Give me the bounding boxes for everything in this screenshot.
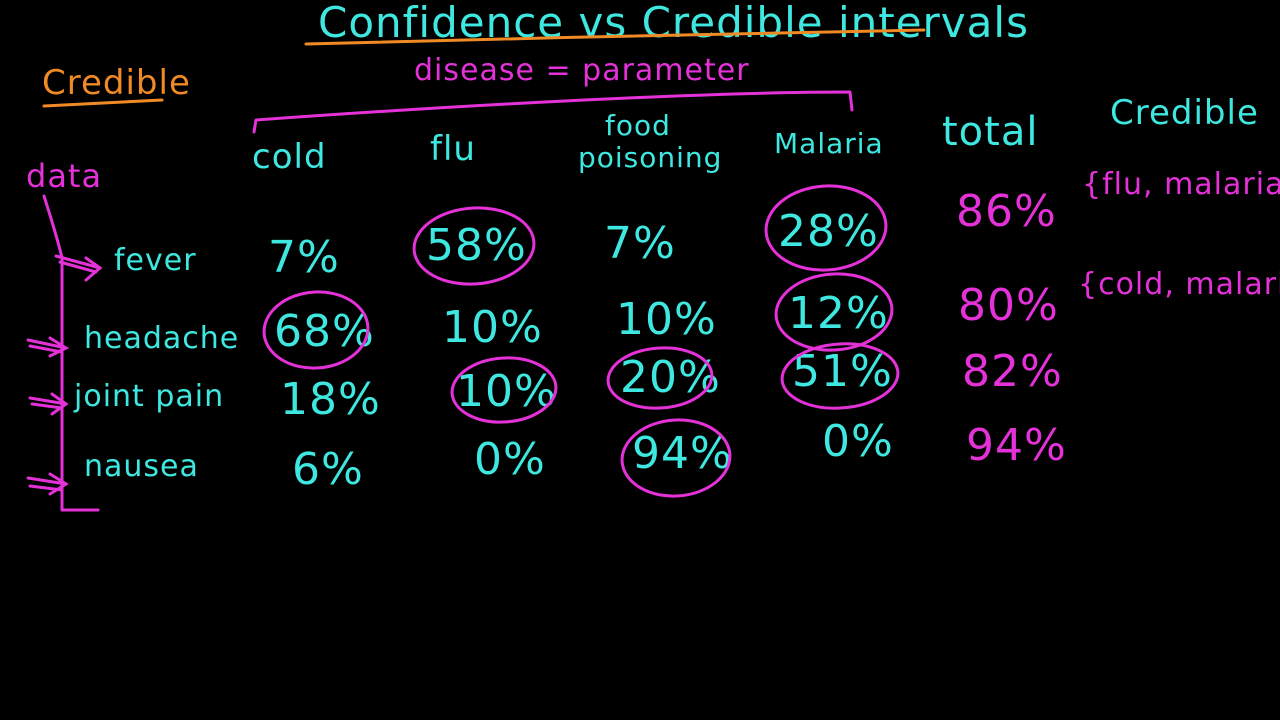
value-cell: 0% bbox=[822, 416, 894, 467]
side-label-underline bbox=[42, 98, 164, 108]
symptom-label: headache bbox=[84, 321, 240, 356]
value-cell: 7% bbox=[604, 218, 676, 269]
total-header: total bbox=[942, 109, 1039, 155]
value-cell: 7% bbox=[268, 232, 340, 283]
value-cell: 18% bbox=[280, 374, 381, 425]
arrow-joint-pain bbox=[28, 392, 69, 416]
highlight-circle bbox=[606, 346, 714, 410]
arrow-nausea bbox=[26, 472, 69, 496]
value-cell: 0% bbox=[474, 434, 546, 485]
data-bracket bbox=[42, 194, 100, 512]
credible-set: {cold, malaria} bbox=[1078, 267, 1280, 302]
arrow-fever bbox=[54, 254, 103, 282]
credible-set: {flu, malaria} bbox=[1082, 167, 1280, 202]
symptom-label: joint pain bbox=[74, 379, 225, 414]
symptom-label: fever bbox=[114, 243, 197, 278]
column-header-food-poisoning: food poisoning bbox=[578, 109, 723, 175]
highlight-circle bbox=[450, 356, 558, 424]
value-cell: 12% bbox=[788, 288, 889, 339]
total-cell: 86% bbox=[956, 186, 1057, 237]
side-label: Credible bbox=[42, 63, 191, 103]
highlight-circle bbox=[620, 418, 732, 498]
value-cell: 6% bbox=[292, 444, 364, 495]
highlight-circle bbox=[412, 206, 536, 286]
highlight-circle bbox=[780, 342, 900, 410]
subtitle: disease = parameter bbox=[414, 53, 750, 88]
highlight-circle bbox=[764, 184, 888, 272]
arrow-headache bbox=[26, 336, 70, 358]
total-cell: 94% bbox=[966, 420, 1067, 471]
total-cell: 80% bbox=[958, 280, 1059, 331]
column-header-cold: cold bbox=[252, 137, 327, 177]
symptom-label: nausea bbox=[84, 449, 199, 484]
highlight-circle bbox=[262, 290, 370, 370]
value-cell: 10% bbox=[456, 366, 557, 417]
value-cell: 58% bbox=[426, 220, 527, 271]
value-cell: 28% bbox=[778, 206, 879, 257]
value-cell: 68% bbox=[274, 306, 375, 357]
total-cell: 82% bbox=[962, 346, 1063, 397]
header-bracket bbox=[252, 90, 854, 134]
data-label: data bbox=[26, 157, 103, 195]
value-cell: 10% bbox=[616, 294, 717, 345]
column-header-flu: flu bbox=[430, 129, 476, 169]
value-cell: 51% bbox=[792, 346, 893, 397]
title-underline bbox=[304, 28, 926, 46]
value-cell: 94% bbox=[632, 428, 733, 479]
highlight-circle bbox=[774, 272, 894, 352]
value-cell: 10% bbox=[442, 302, 543, 353]
credible-header: Credible bbox=[1110, 93, 1259, 133]
column-header-malaria: Malaria bbox=[774, 127, 884, 160]
